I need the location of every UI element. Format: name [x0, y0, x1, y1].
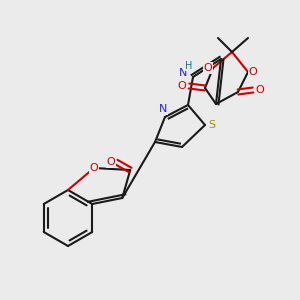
- Text: O: O: [204, 63, 212, 73]
- Text: N: N: [179, 68, 187, 78]
- Text: O: O: [256, 85, 264, 95]
- Text: O: O: [107, 157, 116, 167]
- Text: O: O: [90, 163, 98, 173]
- Text: O: O: [178, 81, 186, 91]
- Text: H: H: [185, 61, 193, 71]
- Text: N: N: [159, 104, 167, 114]
- Text: O: O: [249, 67, 257, 77]
- Text: S: S: [208, 120, 216, 130]
